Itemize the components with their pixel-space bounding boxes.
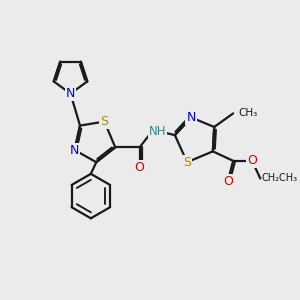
Text: O: O	[223, 175, 233, 188]
Text: N: N	[66, 87, 75, 100]
Text: O: O	[135, 161, 145, 174]
Text: O: O	[247, 154, 257, 167]
Text: N: N	[70, 143, 79, 157]
Text: CH₃: CH₃	[238, 108, 257, 118]
Text: N: N	[187, 111, 196, 124]
Text: NH: NH	[148, 124, 166, 137]
Text: S: S	[100, 115, 108, 128]
Text: S: S	[183, 156, 191, 169]
Text: CH₂CH₃: CH₂CH₃	[262, 173, 298, 184]
